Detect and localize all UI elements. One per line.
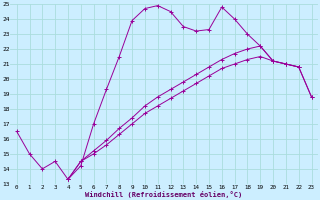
- X-axis label: Windchill (Refroidissement éolien,°C): Windchill (Refroidissement éolien,°C): [85, 191, 243, 198]
